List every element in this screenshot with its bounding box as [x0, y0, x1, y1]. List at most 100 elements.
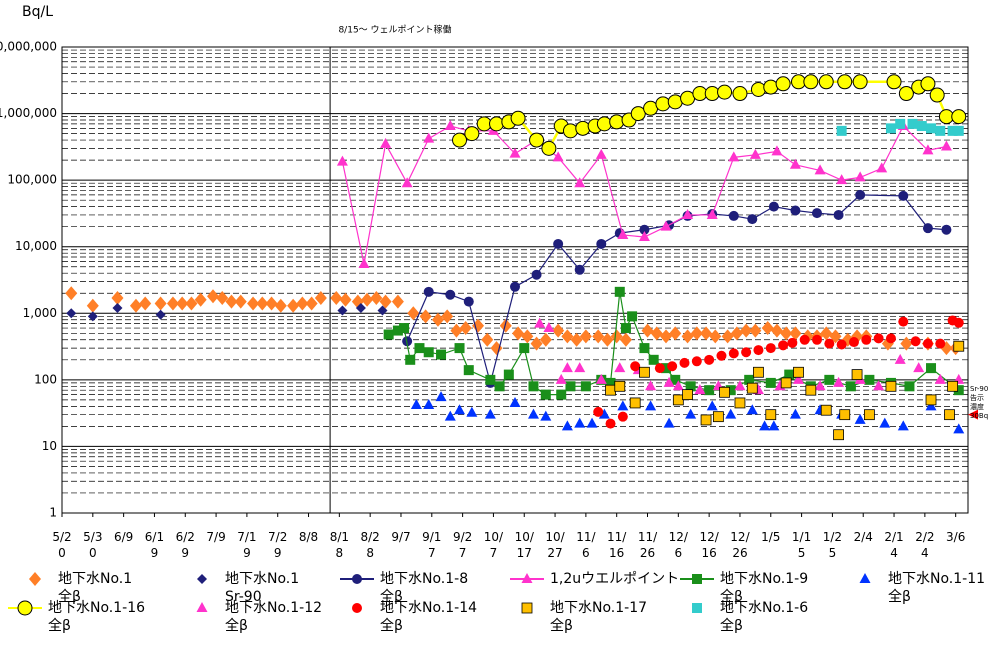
- marker: [129, 298, 142, 313]
- marker: [820, 404, 832, 416]
- marker: [596, 238, 607, 249]
- marker: [555, 373, 567, 384]
- marker: [617, 400, 629, 411]
- marker: [485, 374, 496, 385]
- marker: [682, 208, 694, 219]
- marker: [935, 125, 946, 136]
- marker: [768, 420, 780, 431]
- x-tick-label: 9/2 7: [452, 530, 473, 560]
- marker: [953, 423, 965, 434]
- marker: [916, 121, 927, 132]
- marker: [660, 220, 672, 231]
- marker: [503, 369, 514, 380]
- marker: [435, 391, 447, 402]
- marker: [814, 164, 826, 175]
- marker: [852, 74, 868, 90]
- x-tick-label: 1/2 5: [822, 530, 843, 560]
- marker: [553, 238, 564, 249]
- legend-item: [352, 603, 362, 613]
- marker: [925, 394, 937, 406]
- x-tick-label: 3/6: [946, 530, 966, 544]
- marker: [700, 414, 712, 426]
- marker: [166, 296, 179, 311]
- marker: [670, 374, 681, 385]
- marker: [391, 294, 404, 309]
- marker: [314, 290, 327, 305]
- marker: [833, 376, 845, 387]
- marker: [154, 296, 167, 311]
- marker: [663, 376, 675, 387]
- marker: [925, 400, 937, 411]
- marker: [789, 158, 801, 169]
- x-tick-label: 12/ 26: [730, 530, 750, 560]
- marker: [926, 123, 937, 134]
- x-tick-label: 6/2 9: [175, 530, 195, 560]
- marker: [704, 385, 715, 396]
- marker: [574, 417, 586, 428]
- x-tick-label: 10/ 27: [545, 530, 565, 560]
- marker: [509, 396, 521, 407]
- x-tick-label: 7/9: [206, 530, 226, 544]
- y-tick-label: 10,000,000: [0, 40, 57, 54]
- marker: [463, 365, 474, 376]
- marker: [627, 311, 638, 322]
- marker: [814, 380, 826, 391]
- marker: [820, 326, 833, 341]
- marker: [521, 329, 534, 344]
- marker: [414, 343, 425, 354]
- reference-arrow: [968, 409, 978, 420]
- legend-item: [510, 573, 544, 583]
- marker: [692, 603, 702, 613]
- marker: [789, 326, 802, 341]
- marker: [854, 413, 866, 424]
- marker: [947, 380, 958, 392]
- marker: [706, 400, 718, 411]
- marker: [609, 114, 625, 130]
- marker: [740, 323, 753, 338]
- marker: [706, 208, 718, 219]
- marker: [185, 296, 198, 311]
- marker: [274, 298, 287, 313]
- marker: [940, 140, 952, 151]
- marker: [700, 326, 713, 341]
- legend-item: [8, 600, 42, 616]
- legend-label: 地下水No.1 全β: [58, 571, 133, 605]
- marker: [614, 380, 626, 392]
- marker: [709, 329, 722, 344]
- marker: [225, 294, 238, 309]
- marker: [614, 286, 625, 297]
- y-tick-label: 1,000: [23, 306, 57, 320]
- marker: [441, 309, 454, 324]
- marker: [410, 398, 422, 409]
- x-tick-label: 8/8: [298, 530, 319, 544]
- marker: [704, 86, 720, 102]
- marker: [839, 409, 851, 421]
- marker: [29, 572, 41, 586]
- marker: [630, 361, 641, 372]
- marker: [650, 326, 663, 341]
- marker: [639, 366, 650, 378]
- marker: [654, 363, 665, 374]
- marker: [466, 406, 478, 417]
- marker: [667, 94, 683, 110]
- marker: [484, 408, 496, 419]
- marker: [716, 350, 727, 361]
- marker: [610, 329, 623, 344]
- marker: [886, 74, 902, 90]
- marker: [639, 224, 650, 235]
- marker: [556, 389, 567, 400]
- marker: [926, 363, 937, 374]
- marker: [361, 292, 374, 307]
- marker: [66, 308, 77, 319]
- marker: [741, 347, 752, 358]
- marker: [139, 296, 152, 311]
- marker: [619, 332, 632, 347]
- legend-item: [692, 603, 702, 613]
- marker: [510, 281, 520, 292]
- marker: [854, 171, 866, 182]
- marker: [685, 408, 697, 419]
- x-tick-label: 5/2 0: [52, 530, 72, 560]
- marker: [913, 362, 925, 373]
- marker: [454, 404, 466, 415]
- marker: [337, 305, 348, 316]
